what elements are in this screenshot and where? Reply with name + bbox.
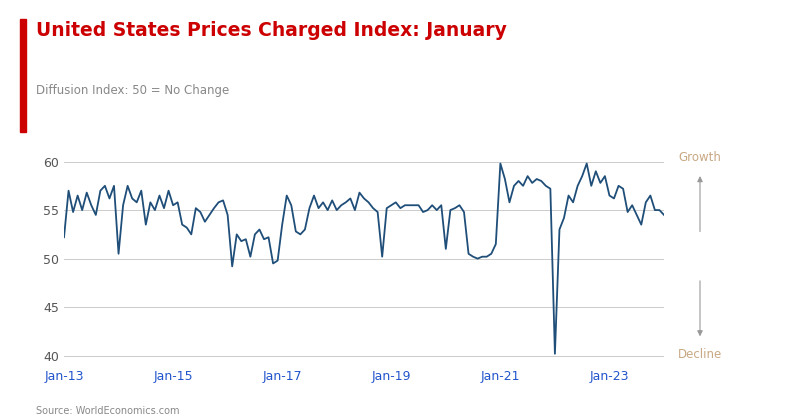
Text: Source: WorldEconomics.com: Source: WorldEconomics.com <box>36 406 179 416</box>
Text: Growth: Growth <box>678 151 722 164</box>
Text: Diffusion Index: 50 = No Change: Diffusion Index: 50 = No Change <box>36 84 230 97</box>
Text: Decline: Decline <box>678 348 722 361</box>
Text: United States Prices Charged Index: January: United States Prices Charged Index: Janu… <box>36 21 507 40</box>
